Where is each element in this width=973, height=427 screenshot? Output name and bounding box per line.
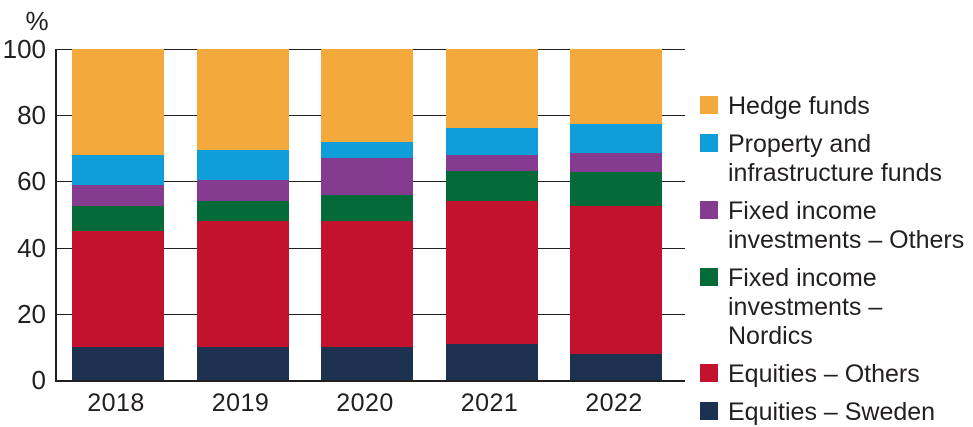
legend-item-fixed-income-nordics: Fixed income investments – Nordics xyxy=(700,264,973,351)
y-tick-label-100: 100 xyxy=(2,34,46,64)
segment-fixed-income-investments-others-2018 xyxy=(72,184,164,207)
bar-2018 xyxy=(72,49,164,380)
x-tick-label-2018: 2018 xyxy=(87,389,145,417)
y-tick-label-60: 60 xyxy=(17,166,46,197)
y-tick-label-80: 80 xyxy=(17,100,46,131)
segment-property-and-infrastructure-funds-2019 xyxy=(196,150,289,180)
segment-fixed-income-investments-others-2022 xyxy=(570,153,662,172)
y-tick-label-40: 40 xyxy=(17,232,46,263)
segment-fixed-income-investments-others-2020 xyxy=(321,158,413,195)
segment-fixed-income-investments-others-2021 xyxy=(445,154,538,172)
legend-item-equities-sweden: Equities – Sweden xyxy=(700,398,973,427)
segment-property-and-infrastructure-funds-2021 xyxy=(445,128,538,155)
segment-equities-sweden-2019 xyxy=(196,346,289,380)
legend-item-fixed-income-others: Fixed income investments – Others xyxy=(700,197,973,255)
x-tick-label-2020: 2020 xyxy=(336,389,394,417)
segment-equities-others-2018 xyxy=(72,231,164,347)
segment-equities-sweden-2020 xyxy=(321,346,413,380)
segment-fixed-income-investments-nordics-2018 xyxy=(72,206,164,232)
segment-property-and-infrastructure-funds-2020 xyxy=(321,141,413,159)
equities-sweden-swatch-icon xyxy=(700,402,718,420)
bar-2021 xyxy=(445,49,538,380)
equities-others-swatch-icon xyxy=(700,364,718,382)
segment-property-and-infrastructure-funds-2022 xyxy=(570,123,662,154)
plot-area xyxy=(55,49,685,382)
segment-hedge-funds-2020 xyxy=(321,49,413,142)
segment-hedge-funds-2019 xyxy=(196,49,289,150)
segment-equities-sweden-2022 xyxy=(570,353,662,380)
hedge-funds-swatch-icon xyxy=(700,96,718,114)
x-tick-label-2022: 2022 xyxy=(585,389,643,417)
segment-equities-others-2021 xyxy=(445,201,538,344)
legend-label: Equities – Sweden xyxy=(728,398,936,426)
legend-label: Property and infrastructure funds xyxy=(728,130,942,187)
segment-equities-sweden-2018 xyxy=(72,346,164,380)
legend-label: Fixed income investments – Nordics xyxy=(728,264,883,350)
x-tick-label-2019: 2019 xyxy=(211,389,270,417)
y-tick-label-0: 0 xyxy=(31,365,46,395)
legend-label: Hedge funds xyxy=(728,92,870,120)
legend-item-hedge-funds: Hedge funds xyxy=(700,92,973,121)
legend-item-equities-others: Equities – Others xyxy=(700,360,973,389)
segment-equities-others-2022 xyxy=(570,206,662,354)
legend-label: Fixed income investments – Others xyxy=(728,197,965,254)
y-tick-label-20: 20 xyxy=(17,298,46,329)
fixed-income-others-swatch-icon xyxy=(700,201,718,219)
property-infrastructure-swatch-icon xyxy=(700,134,718,152)
segment-fixed-income-investments-nordics-2021 xyxy=(445,171,538,202)
y-axis-unit-label: % xyxy=(25,6,49,36)
bar-2020 xyxy=(321,49,413,380)
segment-fixed-income-investments-others-2019 xyxy=(196,179,289,202)
segment-equities-others-2020 xyxy=(321,221,413,347)
segment-property-and-infrastructure-funds-2018 xyxy=(72,154,164,185)
bar-2022 xyxy=(570,49,662,380)
segment-fixed-income-investments-nordics-2022 xyxy=(570,171,662,207)
legend-label: Equities – Others xyxy=(728,360,920,388)
bar-2019 xyxy=(196,49,289,380)
segment-equities-others-2019 xyxy=(196,221,289,347)
fixed-income-nordics-swatch-icon xyxy=(700,268,718,286)
segment-equities-sweden-2021 xyxy=(445,343,538,380)
segment-hedge-funds-2018 xyxy=(72,49,164,155)
legend: Hedge funds Property and infrastructure … xyxy=(700,92,973,427)
legend-item-property-infrastructure-funds: Property and infrastructure funds xyxy=(700,130,973,188)
x-tick-label-2021: 2021 xyxy=(460,389,519,417)
segment-hedge-funds-2021 xyxy=(445,49,538,129)
segment-fixed-income-investments-nordics-2020 xyxy=(321,194,413,222)
segment-hedge-funds-2022 xyxy=(570,49,662,124)
segment-fixed-income-investments-nordics-2019 xyxy=(196,201,289,222)
